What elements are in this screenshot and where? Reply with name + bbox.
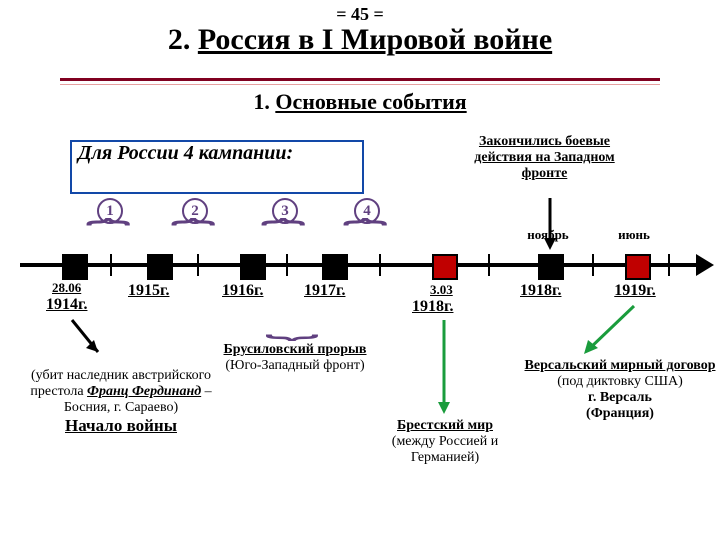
brest-anno: Брестский мир (между Россией и Германией… (360, 418, 530, 466)
page-number: = 45 = (0, 4, 720, 25)
event-date: 3.03 (430, 282, 453, 298)
brace-icon: ⏞ (343, 222, 388, 256)
timeline-axis (20, 263, 700, 267)
event-month: июнь (606, 228, 662, 241)
arrow-icon (576, 302, 646, 362)
axis-tick (668, 254, 670, 276)
event-marker (625, 254, 651, 280)
arrow-icon (434, 318, 454, 418)
event-marker (62, 254, 88, 280)
axis-tick (286, 254, 288, 276)
event-marker (322, 254, 348, 280)
axis-tick (488, 254, 490, 276)
end-west-anno: Закончились боевые действия на Западном … (452, 134, 637, 182)
axis-tick (197, 254, 199, 276)
event-month: ноябрь (520, 228, 576, 241)
event-marker (538, 254, 564, 280)
versailles-anno: Версальский мирный договор (под диктовку… (520, 358, 720, 422)
event-year: 1918г. (412, 298, 453, 316)
arrow-icon (540, 196, 560, 252)
arrow-icon (64, 316, 114, 366)
event-date: 28.06 (52, 280, 81, 296)
axis-arrowhead (696, 254, 714, 276)
event-year: 1915г. (128, 282, 169, 300)
event-year: 1914г. (46, 296, 87, 314)
event-year: 1919г. (608, 282, 662, 300)
event-marker (240, 254, 266, 280)
brace-icon: ⏞ (171, 222, 216, 256)
brusilov-anno: Брусиловский прорыв (Юго-Западный фронт) (200, 342, 390, 374)
sub-heading: 1. Основные события (0, 90, 720, 113)
brace-icon: ⏞ (86, 222, 131, 256)
brace-down-icon: ⏟ (265, 308, 319, 338)
axis-tick (592, 254, 594, 276)
start-war-anno: (убит наследник австрийского престола Фр… (26, 368, 216, 436)
brace-icon: ⏞ (261, 222, 306, 256)
event-year: 1918г. (520, 282, 561, 300)
event-marker (147, 254, 173, 280)
axis-tick (110, 254, 112, 276)
campaigns-caption: Для России 4 кампании: (78, 142, 378, 165)
main-heading: 2. Россия в I Мировой войне (0, 24, 720, 56)
axis-tick (379, 254, 381, 276)
event-year: 1916г. (222, 282, 263, 300)
event-year: 1917г. (304, 282, 345, 300)
divider (60, 78, 660, 85)
event-marker (432, 254, 458, 280)
